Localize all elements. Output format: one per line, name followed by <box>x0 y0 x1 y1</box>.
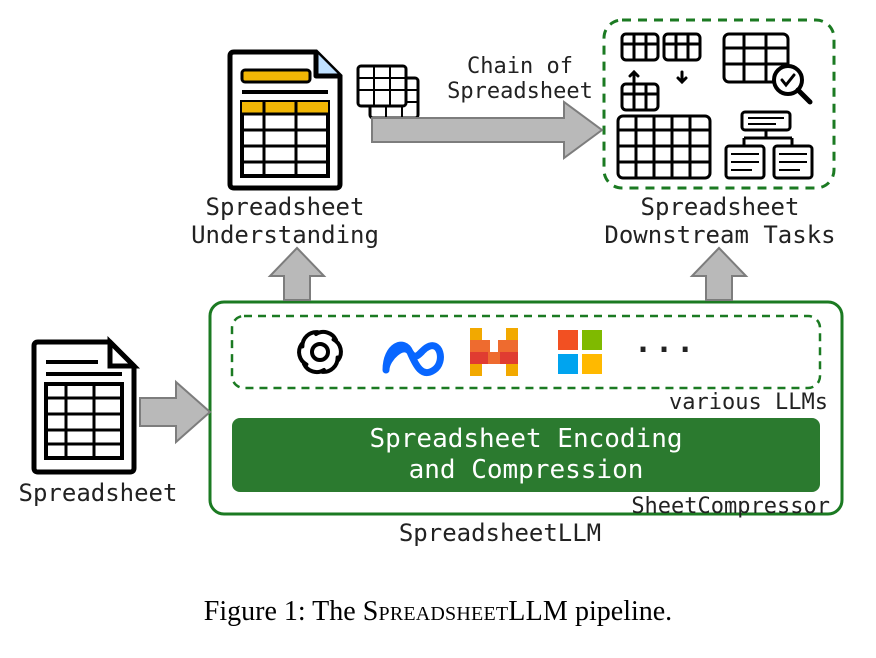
label-chain: Chain of Spreadsheet <box>432 54 608 105</box>
label-understanding-l2: Understanding <box>182 222 388 250</box>
label-spreadsheetllm: SpreadsheetLLM <box>360 520 640 548</box>
mini-spreadsheets-icon <box>358 66 418 118</box>
figure-caption: Figure 1: The SpreadsheetLLM pipeline. <box>0 596 876 628</box>
llm-ellipsis: ··· <box>634 334 694 369</box>
label-downstream: Spreadsheet Downstream Tasks <box>598 194 842 249</box>
label-chain-l2: Spreadsheet <box>432 79 608 104</box>
encoding-line1: Spreadsheet Encoding <box>232 424 820 455</box>
caption-name: SpreadsheetLLM <box>363 596 568 627</box>
arrow-main-to-downstream <box>692 248 746 300</box>
caption-suffix: pipeline. <box>568 596 672 627</box>
encoding-line2: and Compression <box>232 455 820 486</box>
openai-logo-icon <box>295 328 346 376</box>
mistral-logo-icon <box>470 328 518 376</box>
spreadsheet-input-icon <box>34 342 134 472</box>
arrow-input-to-main <box>140 382 210 442</box>
label-understanding: Spreadsheet Understanding <box>182 194 388 249</box>
label-sheetcompressor: SheetCompressor <box>610 494 830 519</box>
diagram-stage: ··· Spreadsheet Encoding and Compression… <box>0 0 876 658</box>
caption-prefix: Figure 1: The <box>204 596 363 627</box>
label-downstream-l1: Spreadsheet <box>598 194 842 222</box>
meta-logo-icon <box>386 345 440 372</box>
downstream-box <box>604 20 834 188</box>
microsoft-logo-icon <box>558 330 602 374</box>
encoding-bar-text: Spreadsheet Encoding and Compression <box>232 424 820 486</box>
arrow-main-to-understanding <box>270 248 324 300</box>
spreadsheet-understanding-icon <box>230 52 340 188</box>
label-understanding-l1: Spreadsheet <box>182 194 388 222</box>
label-spreadsheet: Spreadsheet <box>8 480 188 508</box>
label-chain-l1: Chain of <box>432 54 608 79</box>
label-downstream-l2: Downstream Tasks <box>598 222 842 250</box>
label-various-llms: various LLMs <box>648 390 828 415</box>
